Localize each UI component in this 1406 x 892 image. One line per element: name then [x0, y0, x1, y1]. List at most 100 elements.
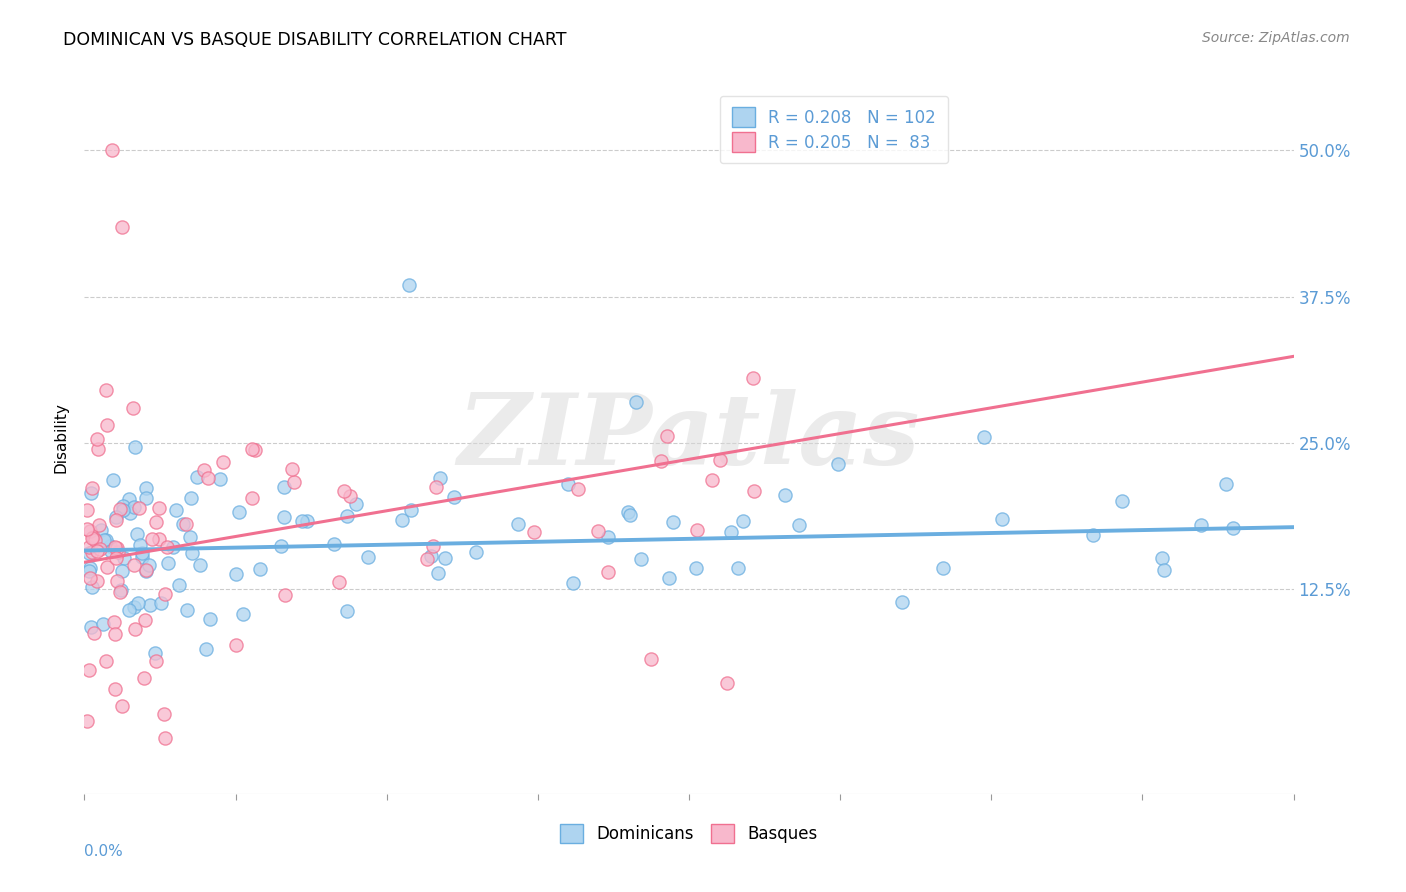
- Point: [149, 596, 172, 610]
- Point: [94, 533, 117, 547]
- Point: [148, 500, 170, 515]
- Point: [138, 558, 160, 572]
- Point: [98, 539, 121, 553]
- Point: [630, 552, 652, 566]
- Point: [110, 582, 132, 597]
- Point: [96, 418, 118, 433]
- Point: [103, 627, 125, 641]
- Point: [322, 537, 344, 551]
- Point: [94, 384, 117, 398]
- Point: [96, 559, 118, 574]
- Point: [557, 476, 579, 491]
- Point: [94, 654, 117, 668]
- Point: [111, 500, 134, 514]
- Point: [274, 588, 297, 602]
- Point: [658, 571, 681, 585]
- Point: [427, 566, 450, 581]
- Point: [104, 510, 127, 524]
- Point: [787, 518, 810, 533]
- Point: [181, 546, 204, 560]
- Point: [399, 503, 422, 517]
- Point: [891, 595, 914, 609]
- Point: [79, 561, 101, 575]
- Point: [598, 565, 620, 579]
- Point: [155, 731, 177, 746]
- Point: [122, 401, 145, 415]
- Point: [155, 587, 177, 601]
- Point: [129, 538, 152, 552]
- Point: [586, 524, 609, 538]
- Point: [135, 563, 157, 577]
- Point: [135, 565, 157, 579]
- Point: [143, 646, 166, 660]
- Point: [76, 503, 98, 517]
- Point: [108, 502, 131, 516]
- Point: [742, 483, 765, 498]
- Point: [328, 574, 350, 589]
- Point: [709, 453, 731, 467]
- Y-axis label: Disability: Disability: [53, 401, 69, 473]
- Point: [100, 144, 122, 158]
- Point: [186, 470, 208, 484]
- Point: [176, 602, 198, 616]
- Point: [79, 571, 101, 585]
- Point: [101, 474, 124, 488]
- Point: [208, 472, 231, 486]
- Point: [86, 432, 108, 446]
- Point: [416, 552, 439, 566]
- Point: [124, 440, 146, 454]
- Point: [291, 514, 314, 528]
- Point: [1111, 494, 1133, 508]
- Point: [617, 505, 640, 519]
- Point: [118, 506, 141, 520]
- Point: [111, 699, 134, 714]
- Point: [86, 574, 108, 588]
- Point: [973, 430, 995, 444]
- Point: [434, 551, 457, 566]
- Point: [131, 550, 153, 565]
- Point: [174, 517, 197, 532]
- Point: [103, 615, 125, 629]
- Point: [419, 549, 441, 563]
- Point: [240, 491, 263, 505]
- Point: [228, 505, 250, 519]
- Point: [225, 638, 247, 652]
- Point: [153, 706, 176, 721]
- Point: [716, 675, 738, 690]
- Point: [124, 600, 146, 615]
- Point: [139, 599, 162, 613]
- Point: [127, 596, 149, 610]
- Point: [443, 490, 465, 504]
- Point: [1189, 518, 1212, 533]
- Point: [156, 540, 179, 554]
- Point: [281, 462, 304, 476]
- Point: [727, 561, 749, 575]
- Point: [398, 278, 420, 293]
- Point: [90, 523, 112, 537]
- Point: [134, 671, 156, 685]
- Point: [124, 622, 146, 636]
- Point: [773, 488, 796, 502]
- Point: [105, 574, 128, 588]
- Point: [134, 613, 156, 627]
- Point: [619, 508, 641, 523]
- Point: [283, 475, 305, 490]
- Point: [240, 442, 263, 457]
- Point: [122, 558, 145, 572]
- Point: [148, 532, 170, 546]
- Point: [188, 558, 211, 573]
- Point: [295, 515, 318, 529]
- Point: [197, 471, 219, 485]
- Point: [77, 663, 100, 677]
- Point: [742, 371, 765, 385]
- Point: [733, 514, 755, 528]
- Point: [167, 578, 190, 592]
- Point: [82, 481, 104, 495]
- Text: DOMINICAN VS BASQUE DISABILITY CORRELATION CHART: DOMINICAN VS BASQUE DISABILITY CORRELATI…: [63, 31, 567, 49]
- Point: [100, 543, 122, 558]
- Point: [77, 546, 100, 560]
- Point: [624, 395, 647, 409]
- Text: 0.0%: 0.0%: [84, 844, 124, 859]
- Point: [422, 540, 444, 554]
- Point: [105, 513, 128, 527]
